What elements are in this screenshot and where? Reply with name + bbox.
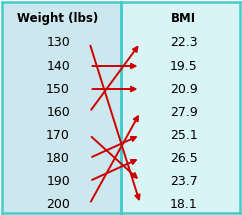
Bar [121,2,240,213]
Text: 27.9: 27.9 [170,106,198,118]
Text: 26.5: 26.5 [170,152,198,164]
Bar [2,2,121,213]
Text: 180: 180 [46,152,70,164]
Text: 160: 160 [46,106,70,118]
Text: 19.5: 19.5 [170,60,198,72]
Text: BMI: BMI [171,12,197,25]
Text: 200: 200 [46,198,70,210]
Text: 140: 140 [46,60,70,72]
Text: 150: 150 [46,83,70,95]
Text: 190: 190 [46,175,70,187]
Text: 18.1: 18.1 [170,198,198,210]
Text: 170: 170 [46,129,70,141]
Text: 25.1: 25.1 [170,129,198,141]
Text: 130: 130 [46,37,70,49]
Text: 23.7: 23.7 [170,175,198,187]
Text: Weight (lbs): Weight (lbs) [17,12,99,25]
Text: 22.3: 22.3 [170,37,198,49]
Text: 20.9: 20.9 [170,83,198,95]
